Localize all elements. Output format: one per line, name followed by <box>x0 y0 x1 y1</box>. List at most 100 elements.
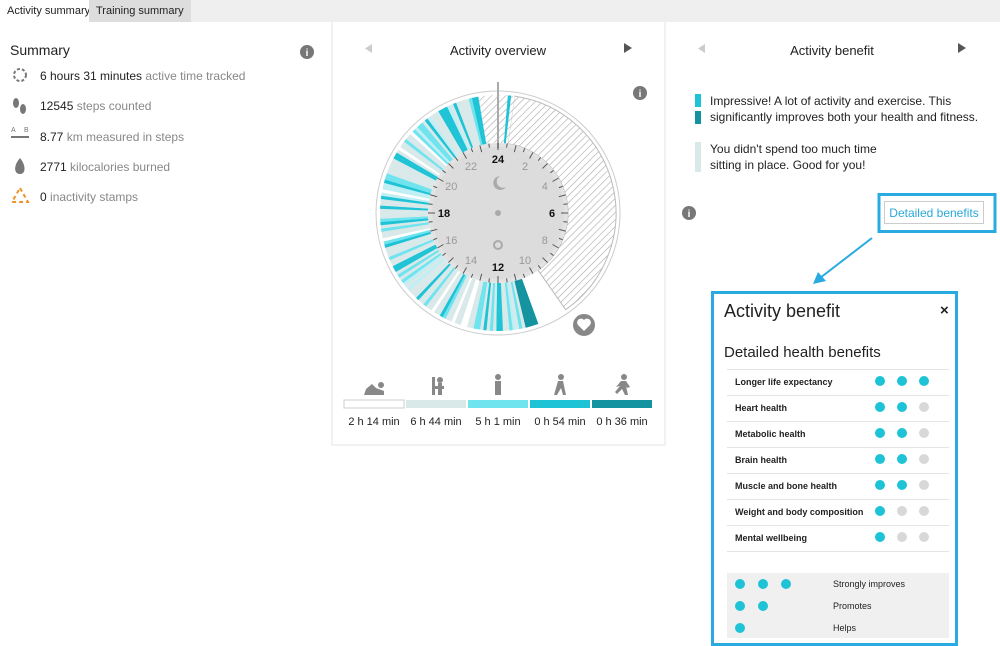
activity-segment <box>383 182 431 198</box>
activity-segment <box>453 102 474 149</box>
activity-segment <box>383 179 431 196</box>
dial-tick <box>506 278 508 283</box>
benefit-dot <box>875 480 885 490</box>
level-segment <box>468 400 528 408</box>
summary-item: 0 inactivity stamps <box>40 190 138 204</box>
level-segment <box>592 400 652 408</box>
benefit-dot <box>897 506 907 516</box>
benefit-dot <box>875 454 885 464</box>
benefit-dot <box>897 532 907 542</box>
level-segment <box>530 400 590 408</box>
activity-segment <box>384 231 432 248</box>
summary-label: active time tracked <box>145 69 246 83</box>
activity-segment <box>499 95 505 144</box>
dial-tick <box>550 169 554 174</box>
benefit-dot <box>919 402 929 412</box>
activity-segment <box>429 114 460 156</box>
activity-segment <box>419 122 454 161</box>
benefit-label: Mental wellbeing <box>735 533 808 543</box>
level-duration: 2 h 14 min <box>348 416 400 428</box>
legend-row: Strongly improves <box>727 573 949 595</box>
svg-text:i: i <box>306 48 309 59</box>
activity-segment <box>486 282 494 331</box>
tab[interactable]: Activity summary <box>0 0 98 22</box>
activity-segment <box>478 96 489 144</box>
benefit-label: Muscle and bone health <box>735 481 838 491</box>
activity-segment <box>512 281 526 329</box>
benefit-dot <box>897 480 907 490</box>
activity-segment <box>413 261 450 298</box>
legend-label: Helps <box>833 623 857 633</box>
activity-segment <box>382 185 430 199</box>
dial-tick <box>558 237 563 241</box>
legend-label: Promotes <box>833 601 872 611</box>
activity-segment <box>450 103 472 150</box>
benefit-label: Metabolic health <box>735 429 806 439</box>
dial-tick <box>433 185 438 189</box>
summary-label: kilocalories burned <box>70 159 171 174</box>
dial-tick <box>552 177 559 182</box>
dial-tick <box>552 244 559 249</box>
dial-tick <box>430 228 438 232</box>
activity-segment <box>410 131 448 167</box>
hour-label: 4 <box>542 181 548 193</box>
dial-tick <box>442 169 446 174</box>
svg-text:i: i <box>688 209 691 220</box>
activity-segment <box>473 281 486 330</box>
info-icon[interactable]: i <box>682 206 696 220</box>
activity-segment <box>381 222 429 232</box>
activity-segment <box>457 278 476 325</box>
benefit-dot <box>875 402 885 412</box>
next-arrow[interactable] <box>958 43 966 53</box>
activity-segment <box>380 202 429 209</box>
activity-segment <box>423 267 456 307</box>
activity-segment <box>491 95 497 144</box>
info-icon[interactable]: i <box>633 86 647 100</box>
dial-tick <box>470 148 474 153</box>
activity-segment <box>428 269 459 311</box>
activity-segment <box>470 281 484 329</box>
activity-segment <box>399 251 441 281</box>
activity-segment <box>439 273 466 318</box>
activity-segment <box>398 146 441 176</box>
activity-segment <box>402 141 443 173</box>
summary-value: 12545 <box>40 99 74 114</box>
level-segment <box>343 399 405 409</box>
activity-segment <box>409 259 447 294</box>
benefit-dot <box>875 532 885 542</box>
dial-tick <box>430 194 438 198</box>
close-button[interactable]: × <box>940 302 949 319</box>
activity-segment <box>451 277 473 323</box>
legend-dot <box>758 601 768 611</box>
next-arrow[interactable] <box>624 43 632 53</box>
hour-label: 10 <box>519 255 531 267</box>
detailed-benefits-button[interactable]: Detailed benefits <box>884 201 984 224</box>
activity-segment <box>488 95 495 144</box>
activity-segment <box>400 144 442 174</box>
activity-segment <box>380 205 429 211</box>
activity-segment <box>384 176 432 194</box>
activity-segment <box>380 216 429 223</box>
activity-segment <box>381 192 430 203</box>
dial-tick <box>558 185 563 189</box>
dial-tick <box>558 228 566 232</box>
activity-segment <box>382 227 431 242</box>
prev-arrow[interactable] <box>365 44 372 53</box>
activity-segment <box>393 155 437 181</box>
tab[interactable]: Training summary <box>89 0 191 22</box>
benefit-dot <box>919 506 929 516</box>
activity-segment <box>402 254 443 286</box>
dial-tick <box>488 278 490 283</box>
prev-arrow[interactable] <box>698 44 705 53</box>
dial-tick <box>529 267 534 274</box>
activity-segment <box>506 282 517 331</box>
activity-segment <box>408 133 447 168</box>
info-icon[interactable]: i <box>300 45 314 59</box>
activity-segment <box>476 281 488 330</box>
legend: Strongly improves Promotes Helps <box>727 573 949 638</box>
level-duration: 0 h 36 min <box>596 416 648 428</box>
activity-segment <box>489 282 496 331</box>
activity-segment <box>386 170 433 190</box>
summary-label: inactivity stamps <box>50 190 139 205</box>
activity-segment <box>516 280 533 327</box>
